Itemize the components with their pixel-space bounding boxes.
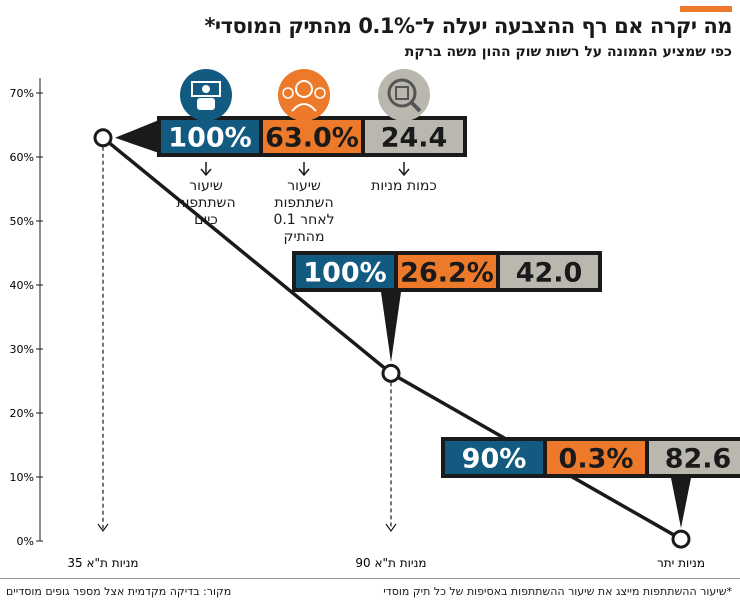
callout-value: 63.0% (265, 123, 359, 154)
chart-title: מה יקרה אם רף ההצבעה יעלה ל־0.1% מהתיק ה… (204, 14, 732, 38)
magnifier-shekel-icon: כמות מניות (371, 69, 437, 194)
x-category-label: מניות ת"א 35 (67, 556, 138, 570)
callout-value: 24.4 (381, 123, 448, 154)
y-tick-label: 30% (10, 343, 34, 356)
source-note: מקור: בדיקה מקדמית אצל מספר גופים מוסדיי… (6, 585, 232, 598)
callout-pointer (115, 120, 159, 153)
legend-label: השתתפות (176, 195, 235, 211)
legend-label: כיום (194, 212, 218, 228)
data-point (93, 128, 113, 148)
y-tick-label: 0% (17, 535, 34, 548)
line-chart: 70% 60% 50% 40% 30% 20% 10% 0% מניות ת"א 35 מניות… (10, 69, 740, 570)
legend-icon-disc (378, 69, 430, 121)
data-point (381, 363, 401, 383)
legend-label: מהתיק (284, 229, 325, 245)
callout-segment (296, 255, 394, 288)
callout-value: 82.6 (665, 444, 732, 475)
legend-label: שיעור (189, 178, 223, 194)
callout-value: 100% (168, 123, 251, 154)
callout-segment (365, 120, 463, 153)
callout-segment (649, 441, 740, 474)
callout-segment (263, 120, 361, 153)
callout-segment (500, 255, 598, 288)
callout-pointer (671, 478, 691, 529)
callout-value: 0.3% (559, 444, 634, 475)
callout-box: 90% 0.3% 82.6 (441, 437, 740, 529)
legend-label: השתתפות (274, 195, 333, 211)
y-tick-label: 40% (10, 279, 34, 292)
x-category-label: מניות ת"א 90 (355, 556, 426, 570)
legend-label: כמות מניות (371, 178, 437, 194)
callout-value: 26.2% (400, 258, 494, 289)
legend-arrow-head (200, 168, 212, 177)
callout-value: 90% (462, 444, 527, 475)
legend-icon-disc (278, 69, 330, 121)
guide-arrow (97, 523, 109, 533)
chart-subtitle: כפי שמציע הממונה על רשות שוק ההון משה בר… (404, 44, 732, 60)
y-tick-label: 50% (10, 215, 34, 228)
legend-label: שיעור (287, 178, 321, 194)
y-tick-label: 70% (10, 87, 34, 100)
y-tick-label: 10% (10, 471, 34, 484)
callout-box: 100% 63.0% 24.4 (115, 116, 467, 157)
y-tick-label: 20% (10, 407, 34, 420)
callout-segment (547, 441, 645, 474)
guide-arrow (385, 523, 397, 533)
callout-box: 100% 26.2% 42.0 (292, 251, 602, 363)
callout-segment (398, 255, 496, 288)
footnote: *שיעור ההשתתפות מייצג את שיעור ההשתתפות … (383, 585, 732, 598)
callout-value: 42.0 (516, 258, 583, 289)
legend-label: לאחר 0.1 (273, 212, 334, 228)
y-tick-label: 60% (10, 151, 34, 164)
callout-segment (445, 441, 543, 474)
x-category-label: מניות יתר (657, 556, 705, 570)
legend-arrow-head (398, 168, 410, 177)
data-point (671, 529, 691, 549)
footer-divider (0, 578, 740, 579)
callout-pointer (381, 292, 401, 363)
callout-segment (161, 120, 259, 153)
accent-bar (680, 6, 732, 12)
callout-value: 100% (303, 258, 386, 289)
legend-arrow-head (298, 168, 310, 177)
